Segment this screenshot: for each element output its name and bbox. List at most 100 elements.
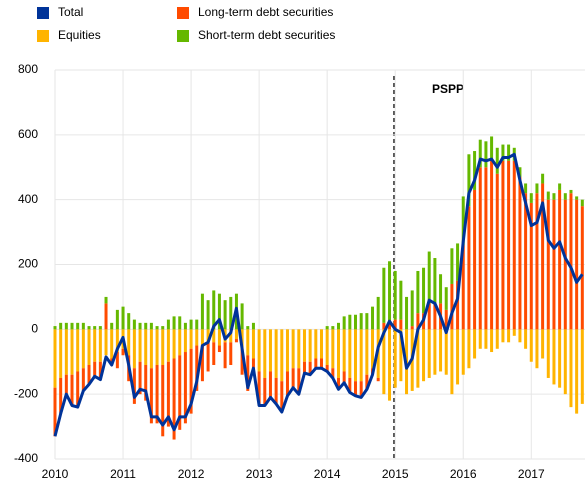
bar [365,374,369,390]
bar [183,329,187,353]
bar [416,270,420,314]
bar [444,287,448,310]
bar [365,313,369,330]
bar [161,364,165,437]
bar [501,329,505,343]
bar [473,329,477,359]
bar [217,329,221,346]
bar [138,322,142,330]
bar [524,183,528,194]
bar [229,296,233,330]
bar [144,329,148,365]
bar [478,139,482,168]
bar [501,144,505,161]
bar [473,189,477,330]
bar [393,270,397,320]
x-tick-label: 2010 [42,467,69,481]
plot: -400 -200 0 200 400 600 800 2010 2011 2012 2013 201… [14,5,585,481]
bar [518,329,522,343]
bar [456,329,460,385]
bar [342,329,346,372]
bar [212,342,216,365]
bar [229,342,233,365]
bar [461,245,465,330]
bar [444,329,448,375]
bar [427,329,431,378]
bar [183,352,187,424]
bar [422,329,426,382]
bar [331,368,335,378]
bar [200,345,204,382]
bar [314,358,318,369]
bar [354,381,358,396]
bar [507,160,511,330]
bar [257,371,261,406]
bar [507,329,511,343]
bar [490,136,494,161]
bar [234,329,238,340]
bar [541,329,545,359]
bar [200,329,204,346]
bar [251,322,255,330]
bar [552,199,556,330]
y-tick-label: 200 [18,257,38,271]
bar [546,191,550,200]
bar [149,368,153,424]
bar [365,329,369,375]
bar [93,329,97,362]
bar [132,319,136,330]
bar [580,199,584,207]
bar [348,377,352,393]
y-tick-label: -200 [14,386,38,400]
bar [450,248,454,284]
bar [200,293,204,330]
bar [410,326,414,330]
bar [337,329,340,378]
bar [563,199,567,330]
bar [70,322,74,330]
bar [433,329,437,375]
bar [115,352,119,369]
bar [76,329,80,372]
bar [70,374,74,406]
bar [127,313,131,330]
y-tick-label: 800 [18,62,38,76]
bar [212,290,216,330]
bar [450,329,454,395]
bar [456,243,460,281]
y-tick-label: 0 [31,322,38,336]
bar [138,329,142,362]
bar [461,196,465,246]
bar [93,361,97,377]
x-tick-label: 2011 [110,467,136,481]
bar [563,193,567,200]
bar [223,300,227,330]
bar [189,348,193,414]
bar [552,193,556,200]
bar [64,374,68,395]
bar [166,319,170,330]
bar [331,329,335,369]
bar [217,345,221,353]
bar [439,274,443,304]
x-tick-label: 2015 [382,467,409,481]
bar [195,329,199,346]
legend-label: Total [58,5,83,19]
bar [376,377,380,382]
bar [149,322,153,330]
bar [405,296,409,330]
bar [263,329,267,378]
bar [512,160,516,330]
bar [302,329,306,362]
bar [484,167,488,330]
bar [212,329,216,343]
bar [251,358,255,375]
bar [541,173,545,184]
bar [535,183,539,194]
bar [155,326,159,330]
bar [382,267,386,323]
bar [541,183,545,330]
bar [132,329,136,369]
x-tick-label: 2013 [246,467,273,481]
x-tick-label: 2014 [314,467,341,481]
